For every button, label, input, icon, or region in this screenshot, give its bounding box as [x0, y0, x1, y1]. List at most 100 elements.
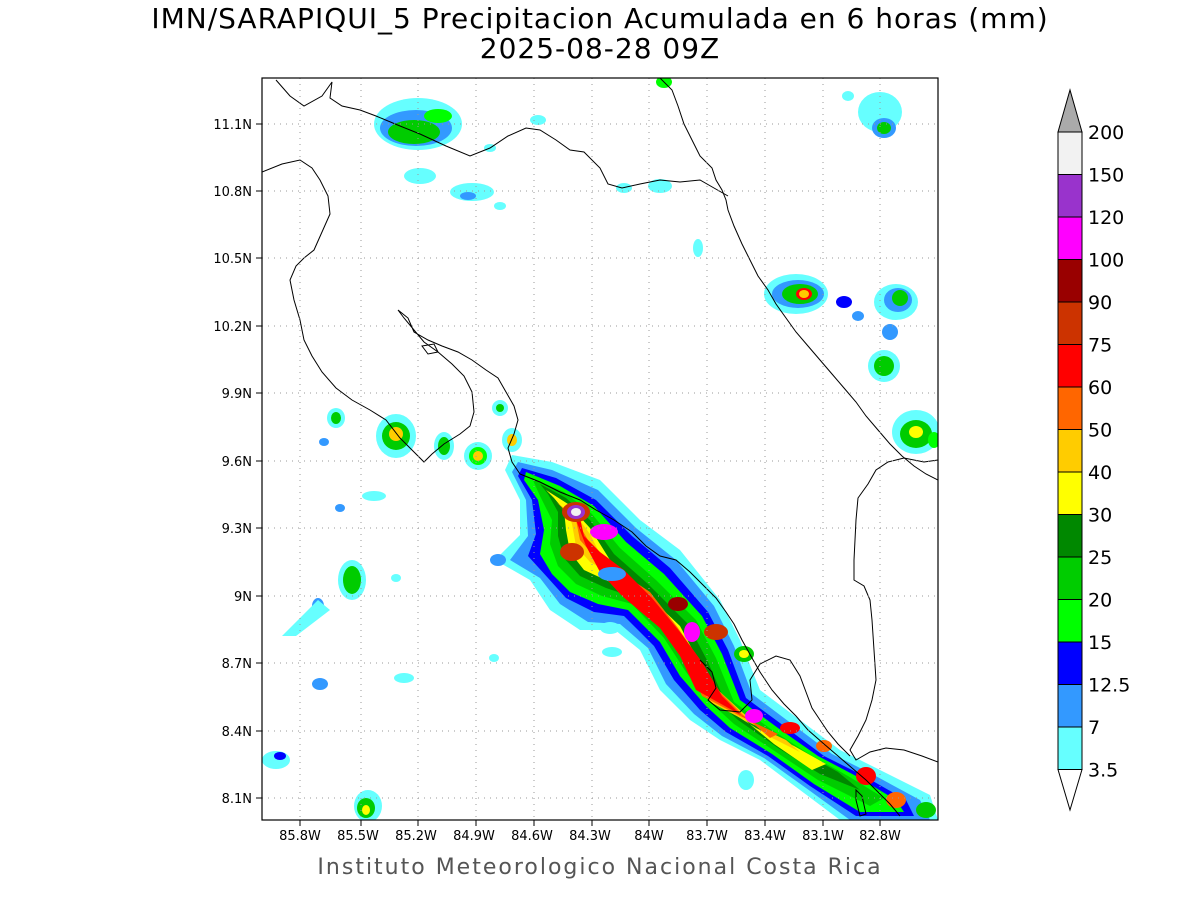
map-subtitle-date: 2025-08-28 09Z — [479, 32, 721, 65]
precip-cell — [312, 678, 328, 690]
colorbar-segment — [1057, 641, 1083, 685]
colorbar-label: 200 — [1088, 122, 1124, 144]
island-small — [421, 343, 439, 355]
precip-core — [780, 722, 800, 734]
lat-label: 11.1N — [213, 118, 252, 133]
colorbar-label: 3.5 — [1088, 760, 1118, 782]
precip-cell — [496, 404, 504, 412]
precip-cell — [507, 434, 517, 446]
border-nicaragua — [275, 79, 729, 197]
lat-label: 9.9N — [222, 387, 252, 402]
lon-label: 83.1W — [802, 829, 844, 844]
precip-core — [560, 543, 584, 561]
lon-label: 83.4W — [744, 829, 786, 844]
coastlines — [262, 78, 938, 817]
precip-cell — [391, 574, 401, 582]
colorbar-label: 40 — [1088, 462, 1112, 484]
precip-cell — [362, 805, 370, 815]
precip-cell — [274, 752, 286, 760]
precip-cell — [438, 437, 450, 455]
precip-cell — [331, 412, 341, 424]
lat-label: 10.2N — [213, 320, 252, 335]
precip-cell — [842, 91, 854, 101]
colorbar-segment — [1057, 726, 1083, 770]
precip-core — [886, 792, 906, 808]
lat-label: 9N — [234, 590, 252, 605]
lon-label: 84.9W — [453, 829, 495, 844]
colorbar-label: 7 — [1088, 717, 1100, 739]
precip-cell — [600, 622, 620, 634]
longitude-labels: 85.8W 85.5W 85.2W 84.9W 84.6W 84.3W 84W … — [279, 829, 901, 844]
precip-core — [916, 802, 936, 818]
colorbar-segment — [1057, 301, 1083, 345]
border-inland — [699, 655, 851, 757]
precip-cell — [648, 179, 672, 193]
colorbar-label: 12.5 — [1088, 675, 1130, 697]
precip-cell — [852, 311, 864, 321]
credit-line: Instituto Meteorologico Nacional Costa R… — [317, 855, 883, 880]
latitude-labels: 11.1N 10.8N 10.5N 10.2N 9.9N 9.6N 9.3N 9… — [213, 118, 252, 807]
coastline-south-pacific — [519, 473, 901, 817]
precip-cell — [739, 650, 749, 658]
colorbar-segment — [1057, 514, 1083, 558]
colorbar-segment — [1057, 556, 1083, 600]
precip-cell — [494, 202, 506, 210]
colorbar-segment — [1057, 386, 1083, 430]
colorbar-label: 90 — [1088, 292, 1112, 314]
precip-cell — [343, 566, 361, 594]
colorbar-segment — [1057, 259, 1083, 303]
precip-cell — [877, 122, 891, 134]
precip-30mm — [540, 484, 860, 790]
colorbar-segment — [1057, 429, 1083, 473]
precip-cell — [882, 324, 898, 340]
lon-label: 85.5W — [337, 829, 379, 844]
precip-core — [745, 709, 763, 723]
precip-core — [856, 767, 876, 785]
precip-scattered-cells — [262, 78, 938, 820]
precip-cell — [489, 654, 499, 662]
colorbar-segment — [1057, 599, 1083, 643]
lon-label: 85.8W — [279, 829, 321, 844]
precip-cell — [738, 770, 754, 790]
precip-cell — [799, 290, 809, 298]
precip-cell — [394, 673, 414, 683]
precip-cell — [362, 491, 386, 501]
map-title: IMN/SARAPIQUI_5 Precipitacion Acumulada … — [151, 2, 1049, 35]
colorbar-segment — [1057, 344, 1083, 388]
colorbar-label: 20 — [1088, 590, 1112, 612]
colorbar-label: 100 — [1088, 250, 1124, 272]
lat-label: 8.7N — [222, 657, 252, 672]
precip-cell — [530, 115, 546, 125]
colorbar-label: 60 — [1088, 377, 1112, 399]
colorbar-label: 50 — [1088, 420, 1112, 442]
lon-label: 84.3W — [569, 829, 611, 844]
colorbar-segments — [1057, 131, 1083, 770]
axis-ticks — [256, 123, 881, 826]
precip-cell — [282, 600, 330, 636]
precip-cell — [424, 109, 452, 123]
precip-cell — [928, 432, 938, 448]
lat-label: 10.5N — [213, 252, 252, 267]
precip-core — [668, 597, 688, 611]
colorbar-segment — [1057, 216, 1083, 260]
border-panama — [849, 457, 938, 763]
precip-75mm — [560, 508, 764, 728]
precip-cell — [874, 356, 894, 376]
colorbar-top-arrow — [1057, 88, 1083, 133]
colorbar-segment — [1057, 684, 1083, 728]
precip-cell — [490, 554, 506, 566]
map-gridlines — [262, 78, 938, 820]
colorbar: 200 150 120 100 90 75 60 50 40 30 25 20 … — [1057, 88, 1130, 812]
colorbar-label: 30 — [1088, 505, 1112, 527]
coastline-pacific — [262, 159, 521, 475]
precip-cell — [404, 168, 436, 184]
lat-label: 8.4N — [222, 725, 252, 740]
colorbar-label: 120 — [1088, 207, 1124, 229]
colorbar-labels: 200 150 120 100 90 75 60 50 40 30 25 20 … — [1088, 122, 1130, 782]
precip-cell — [693, 239, 703, 257]
colorbar-segment — [1057, 471, 1083, 515]
lon-label: 83.7W — [686, 829, 728, 844]
precip-core — [598, 567, 626, 581]
precip-core — [704, 624, 728, 640]
